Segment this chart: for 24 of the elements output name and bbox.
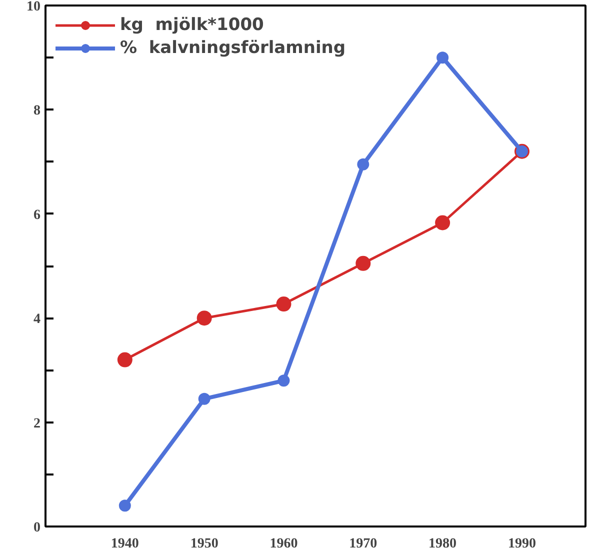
- y-tick-label: 6: [34, 208, 40, 223]
- y-tick-label: 2: [34, 416, 40, 432]
- legend-label: % kalvningsförlamning: [120, 38, 346, 58]
- point: [118, 500, 131, 512]
- x-tick-label: 1950: [190, 536, 218, 552]
- y-tick-label: 8: [34, 104, 40, 119]
- x-tick-label: 1940: [110, 536, 139, 552]
- y-tick-label: 0: [34, 520, 40, 536]
- x-tick-label: 1960: [270, 536, 298, 552]
- point: [435, 215, 450, 230]
- y-tick-label: 4: [34, 312, 40, 328]
- point: [357, 158, 370, 170]
- point: [276, 296, 292, 312]
- x-tick-label: 1970: [349, 536, 378, 552]
- point: [117, 352, 132, 368]
- point: [196, 310, 212, 326]
- y-tick-label: 10: [26, 0, 40, 14]
- legend-label: kg mjölk*1000: [120, 15, 264, 35]
- point: [278, 374, 290, 387]
- point: [356, 256, 371, 271]
- point: [436, 52, 449, 64]
- point: [198, 392, 210, 405]
- x-tick-label: 1980: [428, 536, 457, 552]
- x-tick-label: 1990: [508, 536, 536, 552]
